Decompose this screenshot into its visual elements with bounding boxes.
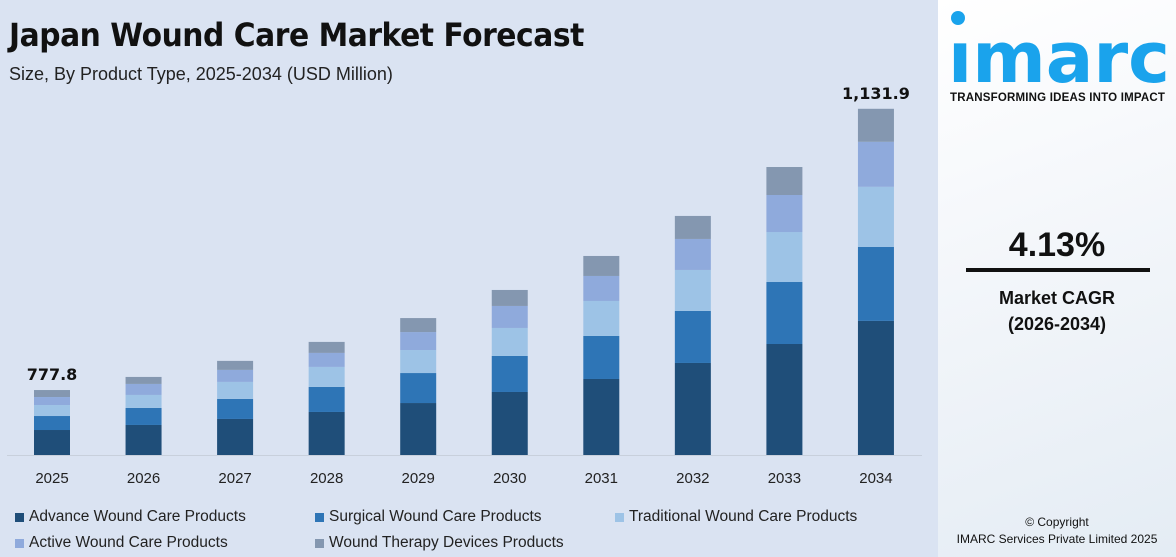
- bar-segment: [400, 332, 437, 351]
- bar-segment: [308, 341, 345, 353]
- bar-segment: [491, 391, 528, 455]
- bar-segment: [674, 215, 711, 239]
- legend-item: Advance Wound Care Products: [15, 508, 246, 526]
- cagr-label-text: Market CAGR: [998, 288, 1116, 308]
- bar-segment: [857, 141, 894, 187]
- bar-segment: [766, 282, 803, 345]
- legend-swatch: [615, 512, 624, 522]
- bar-segment: [308, 366, 345, 387]
- bar-segment: [125, 383, 162, 395]
- bar-segment: [125, 407, 162, 425]
- bar-segment: [400, 403, 437, 455]
- bar-segment: [217, 360, 254, 370]
- stacked-bar-chart: 2025 2026 2027 2028 2029 2030 2031 2032 2033 2034…: [7, 84, 922, 487]
- legend-label: Wound Therapy Devices Products: [329, 534, 564, 551]
- legend-swatch: [315, 538, 324, 548]
- bar-segment: [34, 416, 70, 431]
- bar-segment: [400, 373, 437, 404]
- data-label: 1,131.9: [842, 84, 910, 103]
- bar-segment: [217, 369, 254, 382]
- legend-swatch: [15, 512, 24, 522]
- bar-segment: [400, 350, 437, 374]
- bar-segment: [674, 238, 711, 270]
- bar-segment: [491, 289, 528, 306]
- bar-segment: [217, 418, 254, 455]
- bar-segment: [125, 394, 162, 408]
- company-name: IMARC Services Private Limited 2025: [956, 532, 1158, 546]
- bar-segment: [857, 186, 894, 247]
- cagr-period: (2026-2034): [1007, 314, 1107, 334]
- x-tick-label: 2031: [585, 470, 618, 487]
- legend-swatch: [15, 538, 24, 548]
- legend-item: Wound Therapy Devices Products: [315, 534, 564, 552]
- bar-segment: [125, 424, 162, 455]
- tagline: TRANSFORMING IDEAS INTO IMPACT: [950, 92, 1166, 104]
- chart-subtitle: Size, By Product Type, 2025-2034 (USD Mi…: [9, 64, 393, 84]
- bar-segment: [583, 300, 620, 336]
- x-tick-label: 2029: [402, 470, 435, 487]
- data-label: 777.8: [27, 365, 78, 384]
- bar-segment: [583, 255, 620, 276]
- cagr-value: 4.13%: [1008, 226, 1106, 264]
- x-tick-label: 2034: [859, 470, 892, 487]
- bar-segment: [308, 386, 345, 412]
- bar-segment: [766, 195, 803, 233]
- bar-segment: [491, 355, 528, 392]
- legend-swatch: [315, 512, 324, 522]
- bar-segment: [857, 108, 894, 142]
- bar-segment: [674, 362, 711, 455]
- x-tick-label: 2032: [676, 470, 709, 487]
- bar-segment: [34, 397, 70, 406]
- bar-segment: [34, 390, 70, 398]
- legend-label: Advance Wound Care Products: [29, 508, 246, 525]
- x-tick-label: 2025: [35, 470, 68, 487]
- x-tick-label: 2026: [127, 470, 160, 487]
- legend-label: Active Wound Care Products: [29, 534, 228, 551]
- x-tick-label: 2027: [218, 470, 251, 487]
- divider: [966, 268, 1150, 272]
- bar-segment: [766, 344, 803, 455]
- bar-segment: [308, 352, 345, 367]
- bar-segment: [674, 310, 711, 363]
- svg-text:ımarc: ımarc: [948, 17, 1170, 88]
- bar-segment: [857, 246, 894, 321]
- bar-segment: [583, 335, 620, 379]
- bar-segment: [217, 398, 254, 419]
- x-tick-label: 2028: [310, 470, 343, 487]
- legend-label: Traditional Wound Care Products: [629, 508, 858, 525]
- bar-segment: [34, 405, 70, 417]
- bar-segment: [308, 411, 345, 455]
- bar-segment: [125, 376, 162, 384]
- imarc-logo: ımarc: [948, 11, 1170, 88]
- bar-segment: [491, 305, 528, 328]
- bar-segment: [583, 275, 620, 301]
- bar-segment: [674, 269, 711, 311]
- copyright-text: © Copyright: [1025, 515, 1089, 529]
- bar-segment: [217, 381, 254, 399]
- legend-item: Traditional Wound Care Products: [615, 508, 857, 526]
- side-panel: ımarc TRANSFORMING IDEAS INTO IMPACT 4.1…: [938, 0, 1176, 557]
- legend-item: Active Wound Care Products: [15, 534, 228, 552]
- bar-segment: [766, 167, 803, 196]
- x-tick-label: 2030: [493, 470, 526, 487]
- bar-segment: [400, 318, 437, 333]
- bar-segment: [34, 430, 70, 455]
- x-tick-label: 2033: [768, 470, 801, 487]
- bar-segment: [857, 320, 894, 455]
- cagr-label: Market CAGR (2026-2034): [938, 285, 1176, 337]
- bar-segment: [491, 327, 528, 356]
- legend-label: Surgical Wound Care Products: [329, 508, 542, 525]
- bar-segment: [766, 232, 803, 283]
- bar-segment: [583, 378, 620, 455]
- chart-title: Japan Wound Care Market Forecast: [9, 16, 584, 54]
- copyright: © Copyright IMARC Services Private Limit…: [938, 514, 1176, 548]
- legend-item: Surgical Wound Care Products: [315, 508, 542, 526]
